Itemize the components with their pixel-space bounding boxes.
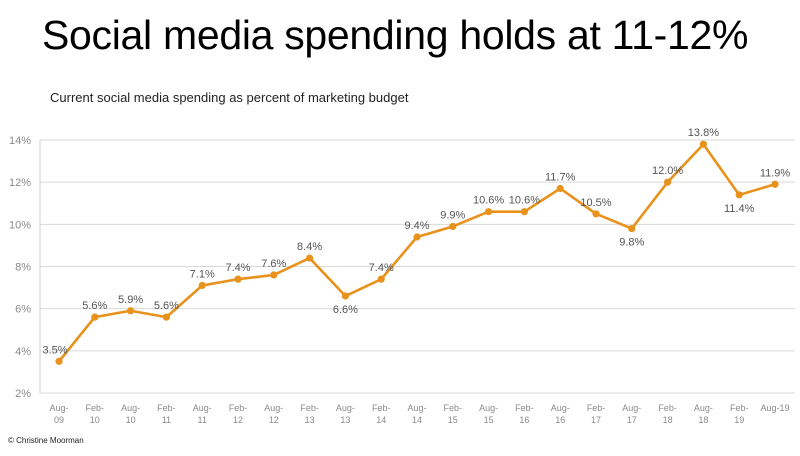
x-tick-label: Feb-12 — [229, 403, 248, 425]
x-tick-label: Aug-14 — [407, 403, 426, 425]
data-point — [55, 357, 63, 365]
data-label: 9.9% — [440, 209, 465, 221]
x-tick-label: Aug-19 — [760, 403, 789, 413]
data-point — [664, 178, 672, 186]
data-point — [735, 191, 743, 199]
chart-subtitle: Current social media spending as percent… — [50, 90, 409, 105]
data-point — [449, 222, 457, 231]
data-label: 5.6% — [154, 300, 179, 312]
x-tick-label: Feb-18 — [658, 403, 677, 425]
data-label: 8.4% — [297, 241, 322, 253]
data-label: 3.5% — [42, 344, 67, 356]
data-label: 9.8% — [619, 237, 644, 249]
data-label: 13.8% — [688, 127, 719, 139]
x-tick-label: Aug-17 — [622, 403, 641, 425]
x-tick-label: Feb-17 — [587, 403, 606, 425]
data-point — [162, 313, 170, 321]
data-point — [198, 281, 206, 290]
data-point — [306, 254, 314, 262]
x-tick-label: Feb-15 — [444, 403, 463, 425]
x-tick-label: Feb-11 — [157, 403, 176, 425]
x-tick-label: Feb-14 — [372, 403, 391, 425]
y-tick-label: 14% — [9, 135, 31, 147]
data-point — [341, 292, 349, 300]
data-point — [413, 233, 421, 241]
x-tick-label: Aug-10 — [121, 403, 140, 425]
x-tick-label: Feb-13 — [300, 403, 319, 425]
data-point — [485, 208, 493, 216]
data-point — [771, 180, 779, 188]
x-tick-label: Aug-18 — [694, 403, 713, 425]
data-point — [556, 184, 564, 193]
data-label: 7.4% — [369, 262, 394, 274]
x-tick-label: Feb-16 — [515, 403, 534, 425]
y-tick-label: 6% — [15, 304, 31, 316]
x-tick-label: Feb-10 — [86, 403, 105, 425]
data-point — [592, 210, 600, 218]
data-label: 9.4% — [404, 220, 429, 232]
y-tick-label: 10% — [9, 219, 31, 231]
data-point — [270, 271, 278, 279]
x-tick-label: Aug-09 — [49, 403, 68, 425]
data-label: 11.7% — [545, 171, 576, 183]
y-tick-label: 2% — [15, 388, 31, 400]
data-point — [699, 140, 708, 148]
page-title: Social media spending holds at 11-12% — [42, 12, 749, 58]
data-point — [628, 224, 636, 233]
data-point — [377, 275, 385, 283]
data-label: 10.6% — [509, 195, 540, 207]
x-tick-label: Aug-11 — [193, 403, 212, 425]
data-label: 12.0% — [652, 165, 683, 177]
y-tick-label: 12% — [9, 177, 31, 189]
x-tick-label: Feb-19 — [730, 403, 749, 425]
y-tick-label: 8% — [15, 262, 31, 274]
data-label: 7.6% — [261, 258, 286, 270]
data-label: 11.9% — [760, 167, 791, 179]
x-tick-label: Aug-16 — [551, 403, 570, 425]
x-tick-label: Aug-12 — [264, 403, 283, 425]
y-tick-label: 4% — [15, 346, 31, 358]
data-point — [127, 307, 135, 315]
data-label: 10.6% — [473, 195, 504, 207]
data-label: 5.6% — [82, 300, 107, 312]
data-label: 5.9% — [118, 294, 143, 306]
x-tick-label: Aug-15 — [479, 403, 498, 425]
data-point — [91, 313, 99, 321]
data-label: 10.5% — [580, 197, 611, 209]
x-tick-label: Aug-13 — [336, 403, 355, 425]
data-point — [520, 208, 529, 216]
data-point — [234, 275, 242, 283]
data-label: 7.4% — [225, 262, 250, 274]
data-label: 6.6% — [333, 304, 358, 316]
data-label: 7.1% — [190, 268, 215, 280]
data-label: 11.4% — [724, 203, 755, 215]
copyright-footer: © Christine Moorman — [8, 436, 84, 445]
